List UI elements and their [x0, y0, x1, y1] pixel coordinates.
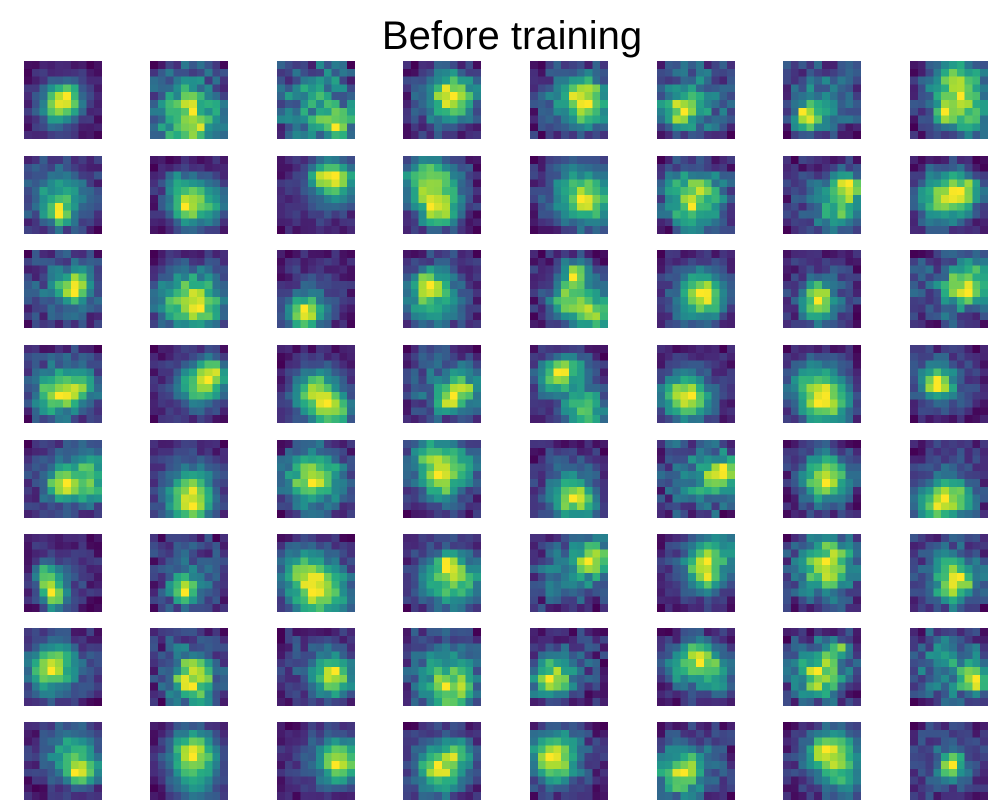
filter-tile: [783, 61, 861, 139]
filter-tile: [657, 440, 735, 518]
filter-tile: [403, 534, 481, 612]
filter-tile: [657, 722, 735, 800]
filter-tile: [403, 628, 481, 706]
filter-tile: [783, 345, 861, 423]
filter-tile: [403, 722, 481, 800]
filter-tile: [403, 345, 481, 423]
filter-tile: [277, 345, 355, 423]
filter-tile: [657, 628, 735, 706]
filter-tile: [150, 345, 228, 423]
filter-tile: [403, 61, 481, 139]
filter-tile: [150, 534, 228, 612]
filter-tile: [24, 345, 102, 423]
filter-tile: [910, 345, 988, 423]
filter-tile: [530, 156, 608, 234]
figure-title: Before training: [381, 14, 643, 58]
filter-tile: [150, 156, 228, 234]
filter-tile: [530, 534, 608, 612]
filter-tile: [783, 628, 861, 706]
filter-tile: [277, 250, 355, 328]
filter-tile: [24, 156, 102, 234]
filter-tile: [277, 440, 355, 518]
filter-tile: [783, 534, 861, 612]
filter-tile: [24, 250, 102, 328]
filter-tile: [530, 722, 608, 800]
filter-tile: [277, 722, 355, 800]
filter-tile: [657, 534, 735, 612]
filter-tile: [530, 440, 608, 518]
filter-tile: [277, 534, 355, 612]
filter-tile: [530, 345, 608, 423]
filter-tile: [657, 156, 735, 234]
filter-tile: [530, 61, 608, 139]
filter-tile: [783, 250, 861, 328]
filter-tile: [150, 61, 228, 139]
filter-tile: [403, 250, 481, 328]
filter-tile: [657, 61, 735, 139]
filter-tile: [403, 156, 481, 234]
filter-tile: [150, 722, 228, 800]
filter-tile: [150, 628, 228, 706]
filter-tile: [277, 156, 355, 234]
filter-tile: [910, 250, 988, 328]
filter-tile: [657, 345, 735, 423]
filter-tile: [530, 250, 608, 328]
filter-tile: [150, 440, 228, 518]
filter-tile: [403, 440, 481, 518]
filter-tile: [910, 61, 988, 139]
filter-tile: [24, 61, 102, 139]
filter-tile: [910, 722, 988, 800]
filter-tile: [277, 61, 355, 139]
filter-tile: [910, 440, 988, 518]
filter-tile: [277, 628, 355, 706]
filter-tile: [24, 628, 102, 706]
filter-tile: [910, 628, 988, 706]
filter-tile: [150, 250, 228, 328]
filter-tile: [530, 628, 608, 706]
filter-tile: [783, 440, 861, 518]
filter-tile: [910, 534, 988, 612]
filter-tile: [24, 440, 102, 518]
filter-tile: [24, 534, 102, 612]
filter-tile: [783, 156, 861, 234]
filter-tile: [24, 722, 102, 800]
filter-tile: [783, 722, 861, 800]
filter-tile: [910, 156, 988, 234]
filter-tile: [657, 250, 735, 328]
